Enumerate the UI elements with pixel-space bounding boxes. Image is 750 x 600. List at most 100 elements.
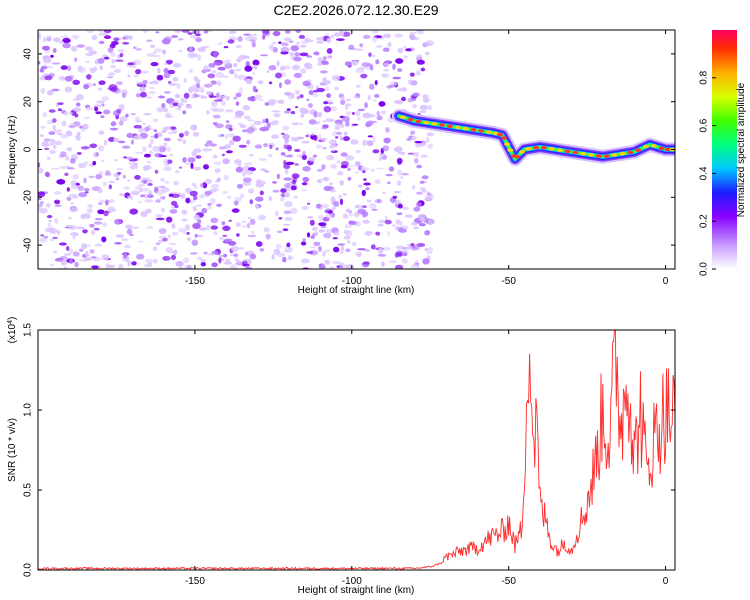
noise-blob bbox=[117, 140, 126, 144]
noise-blob bbox=[158, 228, 167, 234]
noise-blob bbox=[340, 123, 345, 129]
noise-blob bbox=[96, 100, 105, 104]
noise-blob bbox=[305, 134, 310, 138]
noise-blob bbox=[218, 257, 222, 264]
noise-blob bbox=[93, 227, 100, 231]
noise-blob bbox=[362, 261, 371, 265]
noise-blob bbox=[222, 225, 231, 232]
noise-blob bbox=[339, 30, 345, 37]
noise-blob bbox=[300, 241, 307, 246]
noise-blob bbox=[414, 140, 423, 144]
noise-blob bbox=[249, 199, 254, 205]
noise-blob bbox=[280, 132, 285, 135]
noise-blob bbox=[143, 153, 151, 158]
noise-blob bbox=[228, 219, 232, 222]
noise-blob bbox=[162, 107, 169, 113]
noise-blob bbox=[259, 54, 269, 57]
noise-blob bbox=[144, 264, 149, 267]
noise-blob bbox=[105, 170, 111, 176]
noise-blob bbox=[225, 109, 234, 113]
colorbar-tick-label: 0.4 bbox=[699, 166, 710, 180]
noise-blob bbox=[280, 46, 290, 53]
noise-blob bbox=[83, 116, 91, 120]
noise-blob bbox=[200, 88, 204, 94]
noise-blob bbox=[284, 79, 292, 85]
ridge-peak bbox=[595, 154, 602, 158]
noise-blob bbox=[258, 158, 267, 161]
noise-blob bbox=[295, 106, 299, 109]
noise-blob bbox=[113, 138, 120, 142]
noise-blob bbox=[38, 61, 41, 65]
noise-blob bbox=[371, 168, 375, 172]
noise-blob bbox=[301, 140, 310, 144]
noise-blob bbox=[375, 59, 380, 65]
noise-blob bbox=[254, 98, 258, 101]
noise-blob bbox=[198, 227, 208, 231]
noise-blob bbox=[418, 217, 425, 222]
noise-blob bbox=[382, 191, 386, 195]
noise-blob bbox=[231, 208, 240, 213]
noise-blob bbox=[291, 179, 296, 185]
noise-blob bbox=[391, 224, 397, 228]
noise-blob bbox=[66, 196, 72, 201]
noise-blob bbox=[178, 227, 184, 233]
noise-blob bbox=[124, 224, 133, 229]
noise-blob bbox=[330, 196, 336, 203]
noise-blob bbox=[306, 251, 314, 254]
noise-blob bbox=[419, 186, 426, 191]
spectrogram-panel: -150 -100 -50 0 -40 -20 0 20 40 Height of straig… bbox=[7, 29, 676, 296]
noise-blob bbox=[178, 266, 184, 269]
noise-blob bbox=[210, 197, 216, 205]
noise-blob bbox=[212, 154, 218, 159]
noise-blob bbox=[57, 102, 64, 105]
noise-blob bbox=[248, 188, 255, 194]
noise-blob bbox=[70, 202, 74, 205]
noise-blob bbox=[286, 108, 291, 111]
noise-blob bbox=[51, 62, 61, 65]
noise-blob bbox=[115, 234, 125, 239]
noise-blob bbox=[383, 137, 391, 144]
noise-blob bbox=[85, 46, 93, 51]
noise-blob bbox=[224, 133, 229, 140]
noise-blob bbox=[251, 41, 256, 48]
noise-blob bbox=[166, 98, 175, 104]
noise-blob bbox=[162, 256, 171, 261]
noise-blob bbox=[165, 59, 174, 65]
colorbar-label: Normalized spectral amplitude bbox=[736, 82, 747, 217]
noise-blob bbox=[142, 146, 147, 153]
noise-blob bbox=[171, 231, 179, 236]
snr-series-line bbox=[38, 330, 675, 570]
noise-blob bbox=[217, 134, 221, 138]
noise-blob bbox=[222, 158, 230, 165]
noise-blob bbox=[118, 104, 125, 111]
noise-blob bbox=[167, 69, 176, 75]
noise-blob bbox=[322, 147, 327, 150]
noise-blob bbox=[262, 119, 267, 124]
noise-blob bbox=[395, 58, 404, 64]
noise-blob bbox=[182, 139, 187, 145]
noise-blob bbox=[193, 30, 201, 34]
noise-blob bbox=[61, 120, 67, 127]
x-tick-label: -50 bbox=[501, 576, 516, 587]
noise-blob bbox=[215, 108, 225, 113]
noise-blob bbox=[309, 90, 314, 95]
noise-blob bbox=[175, 260, 184, 267]
noise-blob bbox=[330, 163, 337, 169]
noise-blob bbox=[276, 230, 283, 234]
noise-blob bbox=[364, 167, 370, 171]
noise-blob bbox=[324, 86, 330, 92]
noise-blob bbox=[329, 189, 337, 193]
x-tick-label: 0 bbox=[663, 276, 669, 287]
ridge-peak bbox=[548, 147, 555, 151]
noise-blob bbox=[299, 107, 307, 114]
noise-blob bbox=[348, 224, 352, 228]
noise-blob bbox=[342, 213, 349, 219]
colorbar: 0.0 0.2 0.4 0.6 0.8 Normalized spectral ampl… bbox=[699, 30, 747, 276]
noise-blob bbox=[263, 32, 267, 37]
noise-blob bbox=[189, 69, 193, 73]
noise-blob bbox=[345, 208, 351, 213]
noise-blob bbox=[216, 177, 221, 182]
noise-blob bbox=[164, 181, 170, 184]
noise-blob bbox=[76, 226, 86, 230]
noise-blob bbox=[283, 177, 293, 181]
